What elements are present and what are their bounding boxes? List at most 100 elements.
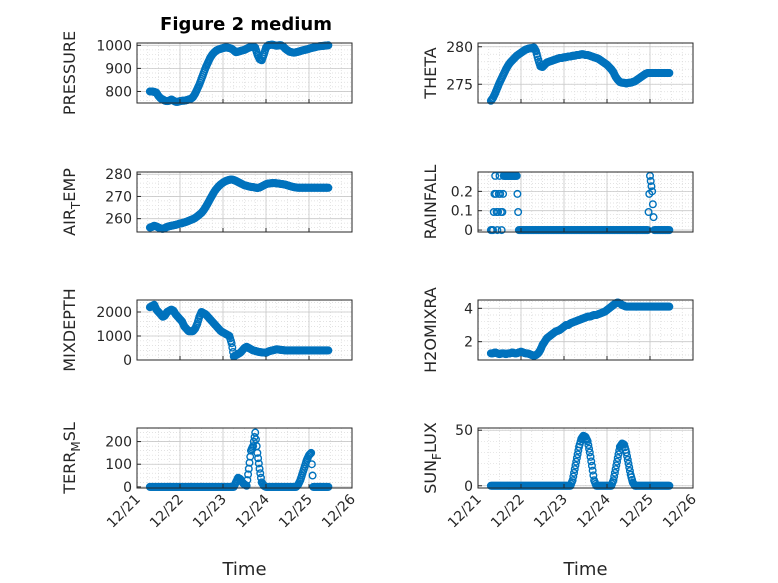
y-tick-label: 0 (123, 353, 132, 369)
data-point (249, 442, 258, 451)
subplot-5: 0 1000 2000 MIXDEPTH (60, 288, 353, 372)
y-axis-label-main: AIR (60, 209, 79, 236)
data-point (623, 455, 632, 464)
grid (477, 171, 694, 232)
data-point (256, 469, 265, 478)
data-point (570, 465, 579, 474)
y-axis-label: H2OMIXRA (421, 287, 440, 373)
data-point (255, 464, 264, 473)
y-axis-label: PRESSURE (60, 31, 79, 115)
axes-box (136, 427, 353, 489)
data-point (571, 461, 580, 470)
grid (136, 172, 353, 233)
data-point (624, 459, 633, 468)
y-tick-label: 1000 (96, 329, 132, 345)
axes-box (136, 42, 353, 104)
data-point (625, 463, 634, 472)
series-markers (145, 40, 333, 106)
x-tick-label: 12/22 (147, 492, 187, 532)
y-tick-label: 0 (123, 480, 132, 496)
y-tick-label: 0 (464, 223, 473, 239)
series-markers (486, 171, 674, 235)
data-point (665, 226, 674, 235)
axes-box (136, 299, 353, 361)
data-point (613, 457, 622, 466)
x-tick-label: 12/26 (660, 491, 700, 531)
data-point (324, 482, 333, 491)
y-tick-label: 270 (105, 189, 132, 205)
y-tick-label: 4 (464, 301, 473, 317)
series-markers (486, 43, 674, 105)
series-markers (145, 300, 333, 361)
data-point (584, 441, 593, 450)
data-point (569, 472, 578, 481)
series-markers (486, 431, 674, 490)
data-point (611, 465, 620, 474)
data-point (499, 189, 508, 198)
data-point (648, 200, 657, 209)
y-tick-label: 275 (446, 77, 473, 93)
y-tick-label: 280 (105, 167, 132, 183)
x-tick-label: 12/24 (574, 491, 614, 531)
y-tick-label: 1000 (96, 38, 132, 54)
axes-box (477, 171, 694, 233)
data-point (324, 41, 333, 50)
data-point (324, 183, 333, 192)
data-point (614, 450, 623, 459)
data-point (573, 450, 582, 459)
data-point (623, 452, 632, 461)
data-point (585, 444, 594, 453)
data-point (514, 207, 523, 216)
data-point (649, 213, 658, 222)
y-tick-label: 900 (105, 61, 132, 77)
subplot-3: 260 270 280 AIRTEMP (60, 167, 353, 236)
data-point (498, 207, 507, 216)
subplot-1: 800 900 1000 PRESSURE (60, 31, 353, 115)
x-tick-label: 12/21 (445, 492, 485, 532)
data-point (609, 476, 618, 485)
y-axis-label-rest: LUX (421, 422, 440, 453)
data-point (648, 187, 657, 196)
y-axis-label-subscript: M (69, 441, 83, 451)
data-point (324, 346, 333, 355)
x-tick-label: 12/25 (617, 492, 657, 532)
x-axis-label: Time (562, 559, 607, 580)
y-tick-label: 200 (105, 435, 132, 451)
subplot-6: 2 4 H2OMIXRA (421, 287, 694, 373)
y-tick-label: 100 (105, 457, 132, 473)
subplot-2: 275 280 THETA (421, 40, 694, 105)
data-point (493, 226, 502, 235)
data-point (665, 302, 674, 311)
data-point (512, 171, 521, 180)
subplot-8: 0 50 12/21 12/22 12/23 12/24 12/25 12/26 SUNFLUX… (421, 422, 700, 580)
y-tick-label: 0.2 (451, 184, 473, 200)
x-axis-label: Time (221, 559, 266, 580)
data-point (244, 470, 253, 479)
series-markers (145, 175, 333, 233)
y-axis-label-main: TERR (60, 452, 79, 495)
data-point (307, 448, 316, 457)
data-point (572, 454, 581, 463)
x-tick-label: 12/24 (233, 491, 273, 531)
y-tick-label: 0 (464, 479, 473, 495)
data-point (572, 457, 581, 466)
subplot-7: 0 100 200 12/21 12/22 12/23 12/24 12/25 12/26 TER… (60, 422, 359, 580)
data-point (612, 461, 621, 470)
data-point (646, 171, 655, 180)
x-tick-label: 12/22 (488, 492, 528, 532)
data-point (570, 468, 579, 477)
y-axis-label: THETA (421, 47, 440, 99)
data-point (588, 466, 597, 475)
data-point (644, 207, 653, 216)
data-point (254, 454, 263, 463)
data-point (583, 437, 592, 446)
axes-box (136, 171, 353, 233)
y-axis-label: SUNFLUX (421, 422, 444, 494)
y-axis-label-rest: SL (60, 422, 79, 441)
x-tick-label: 12/26 (319, 491, 359, 531)
data-point (307, 460, 316, 469)
y-axis-label-subscript: F (430, 453, 444, 460)
data-point (665, 68, 674, 77)
data-point (228, 343, 237, 352)
